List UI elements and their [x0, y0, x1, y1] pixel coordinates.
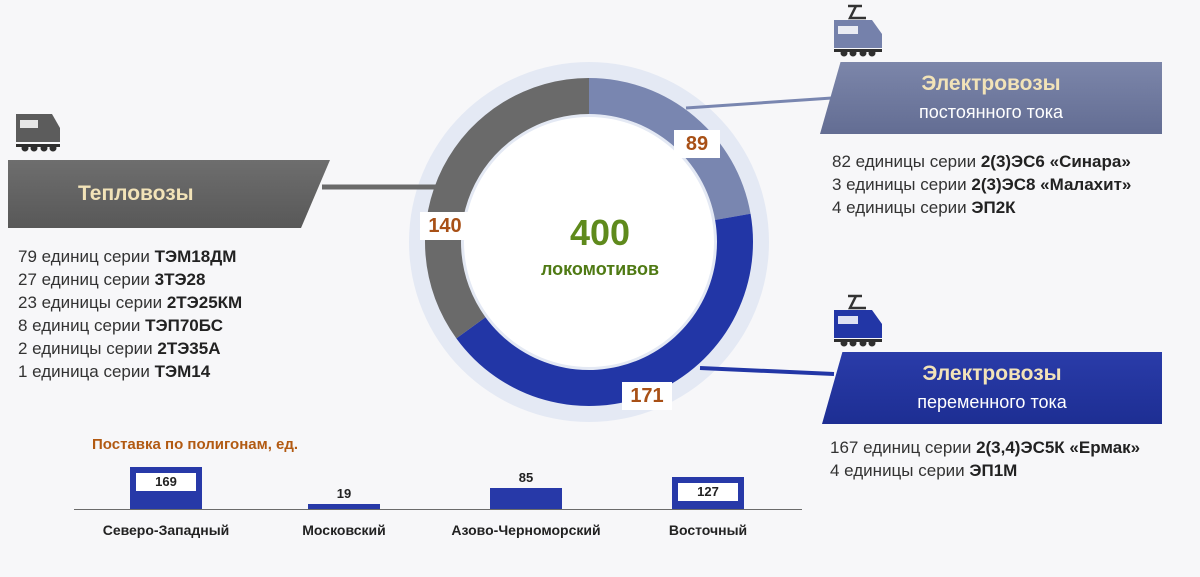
bar-chart-baseline [74, 509, 802, 510]
electric-locomotive-dc-icon [834, 4, 882, 57]
list-item: 2 единицы серии 2ТЭ35А [18, 339, 221, 358]
teplo-list: 79 единиц серии ТЭМ18ДМ 27 единиц серии … [18, 245, 242, 383]
electric-locomotive-ac-icon [834, 294, 882, 347]
banner-teplo: Тепловозы [8, 160, 330, 228]
list-item: 82 единицы серии 2(3)ЭС6 «Синара» [832, 152, 1131, 171]
slice-label-ac: 171 [622, 382, 672, 410]
slice-label-teplo: 140 [420, 212, 470, 240]
donut-slice-1 [456, 213, 753, 406]
bar-value-label: 19 [336, 486, 352, 501]
total-label: локомотивов [540, 259, 660, 279]
bar-category-label: Восточный [668, 522, 748, 538]
slice-label-dc: 89 [674, 130, 720, 158]
list-item: 8 единиц серии ТЭП70БС [18, 316, 224, 335]
banner-dc-subtitle: постоянного тока [919, 102, 1063, 122]
banner-ac: Электровозы переменного тока [822, 352, 1162, 424]
list-item: 4 единицы серии ЭП1М [830, 461, 1018, 480]
bar-value-label: 169 [136, 473, 196, 491]
total-count: 400 [569, 212, 631, 253]
banner-dc-title: Электровозы [921, 72, 1061, 95]
banner-ac-subtitle: переменного тока [917, 392, 1067, 412]
bar-chart-title: Поставка по полигонам, ед. [92, 436, 299, 453]
list-item: 1 единица серии ТЭМ14 [18, 362, 211, 381]
donut-slice-0 [589, 78, 751, 220]
ac-list: 167 единиц серии 2(3,4)ЭС5К «Ермак» 4 ед… [830, 436, 1140, 482]
bar [490, 488, 562, 509]
list-item: 79 единиц серии ТЭМ18ДМ [18, 247, 237, 266]
bar-category-label: Азово-Черноморский [451, 522, 601, 538]
list-item: 4 единицы серии ЭП2К [832, 198, 1016, 217]
bar-value-label: 127 [678, 483, 738, 501]
list-item: 3 единицы серии 2(3)ЭС8 «Малахит» [832, 175, 1132, 194]
bar-value-label: 85 [518, 470, 534, 485]
banner-dc: Электровозы постоянного тока [820, 62, 1162, 134]
banner-ac-title: Электровозы [922, 362, 1062, 385]
diesel-locomotive-icon [16, 114, 60, 152]
bar [308, 504, 380, 509]
donut-slice-2 [425, 78, 589, 339]
connector-dc [685, 96, 833, 110]
list-item: 23 единицы серии 2ТЭ25КМ [18, 293, 243, 312]
bar-category-label: Северо-Западный [102, 522, 230, 538]
list-item: 167 единиц серии 2(3,4)ЭС5К «Ермак» [830, 438, 1141, 457]
dc-list: 82 единицы серии 2(3)ЭС6 «Синара» 3 един… [832, 150, 1131, 219]
bar-category-label: Московский [302, 522, 386, 538]
banner-teplo-title: Тепловозы [78, 182, 194, 205]
list-item: 27 единиц серии 3ТЭ28 [18, 270, 206, 289]
donut-inner-disc [464, 117, 714, 367]
connector-ac [699, 366, 835, 376]
